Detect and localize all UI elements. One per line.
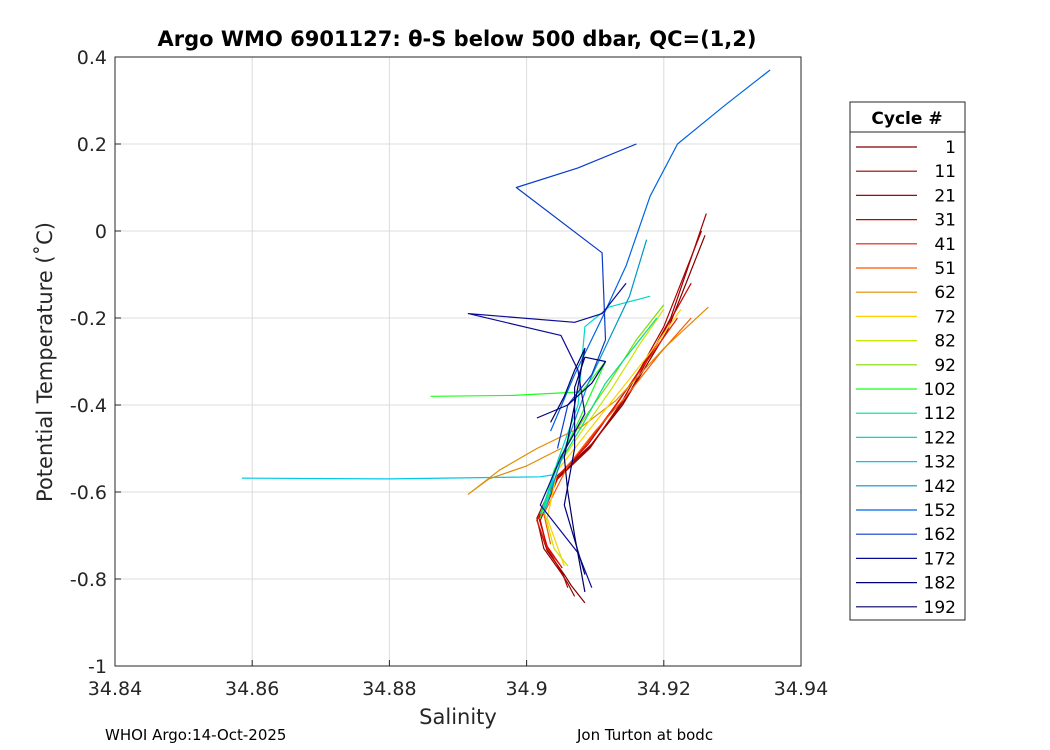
x-tick-label: 34.9 — [505, 678, 547, 700]
x-tick-label: 34.92 — [637, 678, 691, 700]
y-tick-label: -0.6 — [70, 482, 107, 504]
chart-title: Argo WMO 6901127: θ-S below 500 dbar, QC… — [158, 27, 757, 51]
legend-label-cycle-172: 172 — [924, 549, 956, 569]
series-line-cycle-162 — [515, 143, 637, 449]
series-line-cycle-172 — [467, 282, 627, 588]
x-tick-label: 34.86 — [225, 678, 279, 700]
legend-label-cycle-21: 21 — [934, 186, 956, 206]
legend-label-cycle-92: 92 — [934, 356, 956, 376]
legend-label-cycle-142: 142 — [924, 477, 956, 497]
data-series — [241, 69, 771, 604]
series-line-cycle-21 — [539, 230, 703, 588]
legend-label-cycle-1: 1 — [945, 138, 956, 158]
legend-label-cycle-11: 11 — [934, 162, 956, 182]
legend-label-cycle-41: 41 — [934, 235, 956, 255]
y-tick-label: -0.4 — [70, 395, 107, 417]
legend-label-cycle-102: 102 — [924, 380, 956, 400]
legend-label-cycle-132: 132 — [924, 453, 956, 473]
x-tick-label: 34.94 — [774, 678, 828, 700]
legend-label-cycle-51: 51 — [934, 259, 956, 279]
legend-label-cycle-31: 31 — [934, 211, 956, 231]
plot-area — [115, 57, 801, 666]
legend-title: Cycle # — [871, 109, 942, 129]
x-tick-label: 34.84 — [88, 678, 142, 700]
legend-label-cycle-192: 192 — [924, 598, 956, 618]
legend-label-cycle-122: 122 — [924, 428, 956, 448]
footer-left: WHOI Argo:14-Oct-2025 — [105, 726, 287, 744]
legend-label-cycle-72: 72 — [934, 307, 956, 327]
series-line-cycle-152 — [550, 69, 771, 432]
series-line-cycle-82 — [543, 308, 665, 567]
legend-entries: 1112131415162728292102112122132142152162… — [856, 138, 956, 618]
y-tick-label: 0.4 — [77, 47, 107, 69]
legend-label-cycle-162: 162 — [924, 525, 956, 545]
footer-right: Jon Turton at bodc — [577, 726, 714, 744]
y-tick-label: -0.2 — [70, 308, 107, 330]
x-tick-label: 34.88 — [362, 678, 416, 700]
plot-frame — [114, 56, 802, 667]
y-axis-label: Potential Temperature (˚C) — [33, 222, 57, 502]
legend-label-cycle-82: 82 — [934, 332, 956, 352]
legend: Cycle # 11121314151627282921021121221321… — [849, 101, 966, 621]
series-line-cycle-192 — [550, 347, 586, 593]
legend-label-cycle-182: 182 — [924, 574, 956, 594]
y-tick-label: 0.2 — [77, 134, 107, 156]
x-axis-label: Salinity — [419, 705, 497, 729]
y-axis-ticks: -1 -0.8 -0.6 -0.4 -0.2 0 0.2 0.4 — [70, 47, 121, 678]
y-tick-label: -1 — [88, 656, 107, 678]
legend-label-cycle-152: 152 — [924, 501, 956, 521]
series-line-cycle-72 — [546, 308, 682, 567]
x-axis-ticks: 34.84 34.86 34.88 34.9 34.92 34.94 — [88, 660, 828, 700]
y-tick-label: 0 — [95, 221, 107, 243]
series-line-cycle-62 — [467, 306, 709, 495]
y-tick-label: -0.8 — [70, 569, 107, 591]
legend-label-cycle-112: 112 — [924, 404, 956, 424]
series-line-cycle-112 — [539, 317, 658, 515]
legend-label-cycle-62: 62 — [934, 283, 956, 303]
series-line-cycle-142 — [550, 239, 648, 493]
series-line-cycle-132 — [241, 474, 555, 514]
